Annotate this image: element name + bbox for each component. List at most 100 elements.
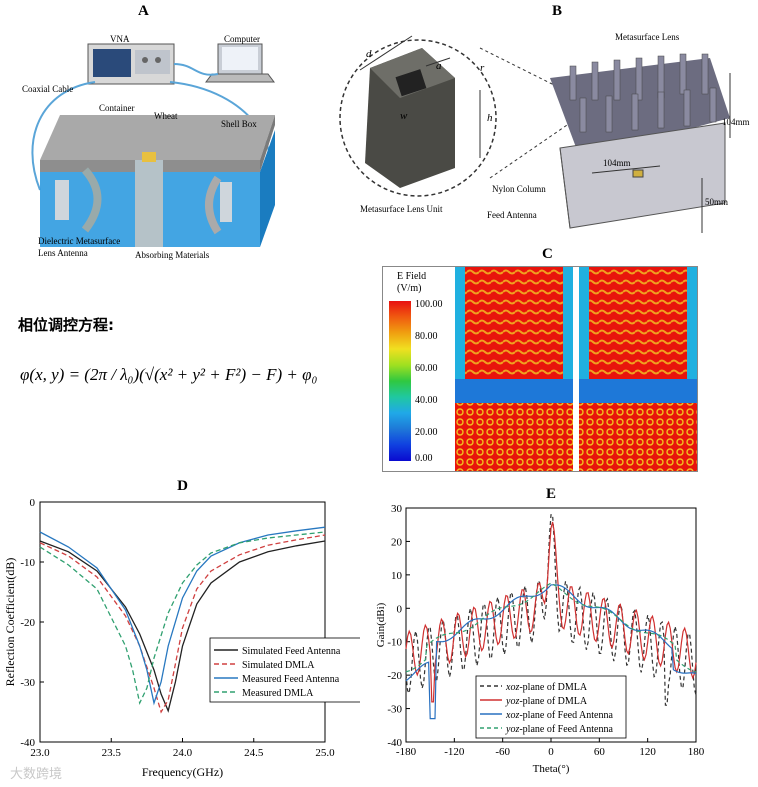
chart-e-ytick-label: 30 — [391, 503, 403, 515]
chart-d-legend-label-3: Measured DMLA — [242, 688, 314, 699]
label-dmla2: Lens Antenna — [38, 248, 88, 258]
chart-e-series-line-2 — [405, 584, 697, 720]
chart-e-xtick-label: 180 — [688, 746, 705, 758]
chart-e-legend-plane-3: yoz — [505, 724, 519, 735]
phase-equation: φ(x, y) = (2π / λ₀)(√(x² + y² + F²) − F)… — [20, 365, 318, 384]
chart-d-legend-label-0: Simulated Feed Antenna — [242, 646, 341, 657]
label-wheat: Wheat — [154, 111, 178, 121]
chart-e-ytick-label: 0 — [397, 603, 403, 615]
chart-d-ytick-label: -30 — [20, 677, 35, 689]
chart-e-ytick-label: 20 — [391, 536, 403, 548]
chart-e-ytick-label: -10 — [387, 637, 402, 649]
label-r: r — [480, 62, 485, 74]
chart-d-xtick-label: 23.5 — [102, 747, 122, 759]
chart-e-legend-plane-2: xoz — [505, 710, 519, 721]
efield-tick-80: 80.00 — [415, 331, 438, 342]
efield-map-left — [455, 267, 573, 471]
chart-e-xtick-label: -60 — [495, 746, 510, 758]
chart-d-ytick-label: -10 — [20, 557, 35, 569]
chart-d-legend-label-2: Measured Feed Antenna — [242, 674, 340, 685]
chart-e-ytick-label: 10 — [391, 570, 403, 582]
label-w: w — [400, 110, 408, 122]
container-column — [135, 160, 163, 247]
label-dim104b: 104mm — [603, 158, 631, 168]
efield-tick-20: 20.00 — [415, 427, 438, 438]
chart-e-legend-rest-3: -plane of Feed Antenna — [519, 724, 613, 735]
chart-e-ylabel: Gain(dBi) — [375, 602, 387, 647]
label-shellbox: Shell Box — [221, 119, 257, 129]
label-a: a — [436, 60, 442, 72]
chart-e-legend-rest-1: -plane of DMLA — [519, 696, 588, 707]
chart-e-ytick-label: -40 — [387, 737, 402, 749]
chart-d-xlabel: Frequency(GHz) — [142, 765, 223, 779]
efield-tick-60: 60.00 — [415, 363, 438, 374]
panel-b-illustration — [339, 35, 731, 233]
label-unit: Metasurface Lens Unit — [360, 204, 443, 214]
chart-e: E -180 -120 -60 0 60 120 180 30 20 10 0 -10 -20 -30 -40… — [375, 486, 705, 775]
chart-e-xtick-label: -180 — [396, 746, 417, 758]
chart-d-series-line-3 — [39, 531, 326, 705]
efield-legend-title: E Field — [397, 271, 427, 282]
panel-letter-c: C — [542, 246, 553, 262]
chart-e-title: E — [546, 486, 556, 502]
chart-e-ytick-label: -20 — [387, 670, 402, 682]
shell-box-top — [40, 115, 275, 160]
chart-e-xtick-label: 60 — [594, 746, 606, 758]
chart-e-series-line-0 — [405, 514, 697, 706]
efield-map-right — [579, 267, 697, 471]
nylon-column — [559, 147, 571, 229]
panel-letter-a: A — [138, 3, 149, 19]
chart-e-legend-label-3: yoz-plane of Feed Antenna — [505, 724, 613, 735]
dmla-right — [205, 175, 222, 235]
chart-e-legend-label-2: xoz-plane of Feed Antenna — [505, 710, 613, 721]
label-computer: Computer — [224, 34, 260, 44]
chart-d-ylabel: Reflection Coefficient(dB) — [3, 558, 17, 687]
label-vna: VNA — [110, 34, 130, 44]
chart-e-xtick-label: 0 — [548, 746, 554, 758]
chart-d-xtick-label: 24.5 — [244, 747, 264, 759]
efield-tick-0: 0.00 — [415, 453, 433, 464]
efield-tick-40: 40.00 — [415, 395, 438, 406]
chart-e-legend-label-1: yoz-plane of DMLA — [505, 696, 588, 707]
chart-d-legend-label-1: Simulated DMLA — [242, 660, 315, 671]
chart-e-xtick-label: 120 — [639, 746, 656, 758]
label-h: h — [487, 112, 493, 124]
chart-d-xtick-label: 24.0 — [173, 747, 193, 759]
panel-letter-b: B — [552, 3, 563, 19]
label-nylon: Nylon Column — [492, 184, 546, 194]
label-d: d — [366, 48, 372, 60]
chart-d-xtick-label: 23.0 — [30, 747, 50, 759]
efield-legend-unit: (V/m) — [397, 283, 422, 294]
label-dim104a: 104mm — [722, 117, 750, 127]
watermark: 大数跨境 — [10, 767, 63, 782]
chart-e-ytick-label: -30 — [387, 704, 402, 716]
chart-e-legend-label-0: xoz-plane of DMLA — [505, 682, 588, 693]
efield-panel: E Field (V/m) 100.00 80.00 60.00 40.00 2… — [382, 266, 698, 472]
chart-e-legend-rest-2: -plane of Feed Antenna — [519, 710, 613, 721]
label-feed: Feed Antenna — [487, 210, 537, 220]
chart-d-ytick-label: -40 — [20, 737, 35, 749]
label-container: Container — [99, 103, 135, 113]
chart-e-legend-plane-0: xoz — [505, 682, 519, 693]
chart-e-xtick-label: -120 — [444, 746, 465, 758]
chart-e-series-line-3 — [405, 582, 697, 673]
label-lens: Metasurface Lens — [615, 32, 680, 42]
chart-d-series-line-1 — [39, 534, 326, 714]
chart-d-series-line-2 — [39, 526, 326, 706]
label-dmla: Dielectric Metasurface — [38, 236, 121, 246]
label-coaxial: Coaxial Cable — [22, 84, 74, 94]
panel-a-illustration — [31, 43, 275, 247]
chart-d-frame — [39, 501, 326, 743]
chart-e-legend-plane-1: yoz — [505, 696, 519, 707]
chart-d: D 23.0 23.5 24.0 24.5 25.0 0 -10 -20 -30 -40 Freque… — [3, 478, 360, 779]
chart-e-series-line-1 — [405, 521, 697, 703]
chart-d-xtick-label: 25.0 — [315, 747, 335, 759]
chart-d-title: D — [177, 478, 188, 494]
wheat — [142, 152, 156, 162]
chart-d-ytick-label: -20 — [20, 617, 35, 629]
efield-colorbar — [389, 301, 411, 461]
efield-maps — [455, 267, 697, 471]
chart-d-ytick-label: 0 — [30, 497, 36, 509]
feed-antenna — [632, 169, 644, 178]
label-dim50: 50mm — [705, 197, 729, 207]
